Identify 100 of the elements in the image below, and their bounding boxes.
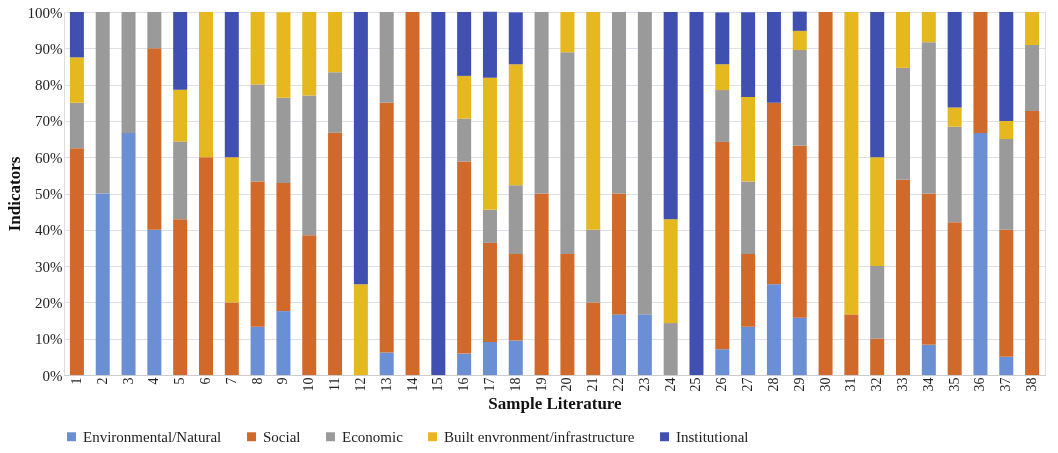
bar [534,193,549,375]
bar [663,12,678,220]
bar [224,12,239,158]
legend-label: Social [263,428,301,445]
bar [379,352,394,375]
bar [612,314,627,375]
x-tick-label: 16 [456,377,472,392]
bar [637,314,652,375]
x-tick-label: 10 [301,377,317,392]
x-tick-label: 38 [1024,377,1040,392]
bar [715,12,730,65]
y-axis-title: Indicators [4,156,24,232]
bar [1025,45,1040,112]
y-tick-label: 90% [35,40,63,57]
bar [250,84,265,182]
bar [818,12,833,375]
x-tick-label: 14 [404,377,420,392]
bar [766,102,781,285]
y-tick-label: 100% [27,4,63,21]
legend-label: Built envronment/infrastructure [444,428,635,445]
bar [302,95,317,236]
bar [999,356,1014,375]
bar [896,67,911,180]
bar [276,97,291,183]
bar [741,96,756,182]
y-tick-label: 50% [35,186,63,202]
bar [612,12,627,194]
y-tick-label: 80% [35,77,63,94]
bar [457,12,472,76]
x-tick-label: 30 [817,377,833,392]
bar [457,353,472,375]
bar [69,148,84,375]
bar [224,302,239,375]
bar [715,141,730,350]
bar [121,132,136,375]
legend-label: Environmental/Natural [83,428,222,445]
x-tick-label: 36 [972,377,988,392]
bar [637,12,652,315]
x-tick-label: 9 [275,377,291,385]
bar [663,219,678,324]
x-tick-label: 26 [714,377,730,392]
bar [353,284,368,375]
bar [276,182,291,312]
bar [792,317,807,375]
bar [405,12,420,375]
y-tick-label: 10% [35,331,63,348]
x-tick-label: 15 [430,377,446,392]
x-tick-label: 1 [68,377,84,385]
bar [328,72,343,133]
bar [508,254,523,341]
bar [482,341,497,375]
x-tick-label: 35 [946,377,962,392]
x-tick-label: 34 [920,377,936,392]
x-tick-label: 18 [507,377,523,392]
bar [302,12,317,96]
bar [844,314,859,375]
x-tick-label: 4 [146,377,162,385]
bar [147,12,162,49]
bar [302,235,317,375]
x-tick-label: 2 [94,377,110,385]
bar [844,12,859,315]
x-tick-label: 27 [740,377,756,392]
y-tick-label: 0% [42,367,63,384]
bar [586,229,601,303]
bar [534,12,549,194]
bar [250,12,265,85]
bar [715,64,730,91]
bar [999,139,1014,230]
bar [896,12,911,68]
y-tick-label: 20% [35,294,63,311]
x-tick-label: 8 [249,377,265,385]
bar [482,11,497,78]
x-tick-label: 7 [223,377,239,385]
x-tick-label: 3 [120,377,136,385]
bar [431,12,446,375]
bar [224,157,239,303]
bar [921,193,936,345]
bar [95,193,110,375]
legend-label: Institutional [676,428,749,445]
bar [973,132,988,375]
bar [482,242,497,342]
bar [947,107,962,127]
bar [1025,12,1040,46]
x-tick-label: 19 [533,377,549,392]
x-tick-label: 17 [481,377,497,392]
bar [560,12,575,53]
bar [250,326,265,375]
bar [999,229,1014,357]
bar [792,11,807,31]
x-tick-label: 6 [197,377,213,385]
bar [173,219,188,375]
bar [250,181,265,327]
bar [870,338,885,375]
x-tick-label: 21 [585,377,601,392]
bar [173,89,188,142]
x-tick-label: 32 [869,377,885,392]
bar [508,64,523,186]
bar [69,102,84,149]
bar [715,90,730,142]
bar [147,229,162,375]
